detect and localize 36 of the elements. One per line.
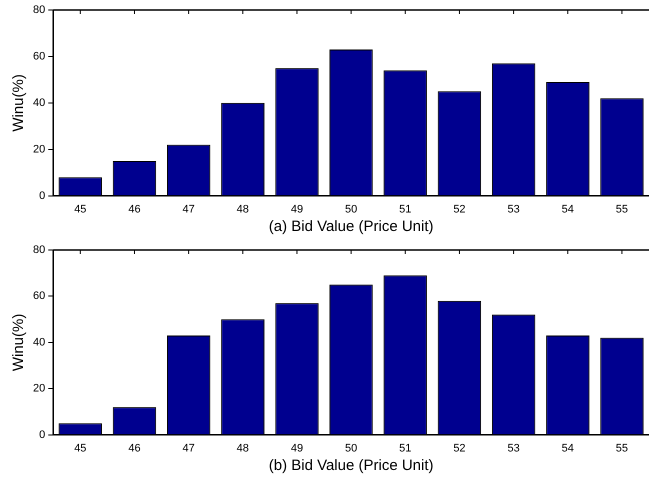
x-tick-label: 47 (182, 203, 195, 216)
x-tick-label: 48 (236, 203, 249, 216)
x-tick-label: 51 (399, 442, 412, 454)
x-tick-label: 45 (74, 442, 86, 454)
y-tick-label: 40 (32, 336, 46, 348)
y-tick-label: 60 (32, 50, 46, 62)
y-axis-title: Winu(%) (10, 74, 28, 132)
x-tick-label: 49 (290, 442, 304, 454)
x-tick-label: 46 (128, 203, 141, 216)
x-tick-label: 55 (616, 203, 628, 216)
x-tick-label: 47 (182, 442, 195, 454)
x-tick-label: 50 (344, 203, 358, 216)
y-tick-label: 20 (32, 143, 46, 156)
x-tick-label: 48 (236, 442, 249, 454)
y-tick-label: 0 (39, 428, 46, 441)
y-tick-label: 0 (39, 190, 46, 202)
x-tick-label: 45 (74, 203, 86, 216)
y-axis-title: Winu(%) (10, 314, 28, 372)
x-axis-title: (a) Bid Value (Price Unit) (268, 218, 434, 236)
x-axis-title: (b) Bid Value (Price Unit) (268, 457, 434, 474)
x-tick-label: 54 (562, 203, 574, 216)
x-tick-label: 46 (128, 442, 141, 454)
x-tick-label: 54 (562, 442, 574, 454)
x-tick-label: 53 (507, 203, 520, 216)
x-tick-label: 52 (453, 442, 466, 454)
x-tick-label: 55 (616, 442, 628, 454)
y-tick-label: 80 (32, 4, 46, 16)
y-tick-label: 40 (32, 96, 46, 109)
x-tick-label: 52 (453, 203, 466, 216)
x-tick-label: 50 (344, 442, 358, 454)
x-tick-label: 53 (507, 442, 520, 454)
x-tick-label: 51 (399, 203, 412, 216)
x-tick-label: 49 (290, 203, 304, 216)
y-tick-label: 20 (32, 382, 46, 395)
y-tick-label: 60 (32, 290, 46, 302)
y-tick-label: 80 (32, 244, 46, 256)
